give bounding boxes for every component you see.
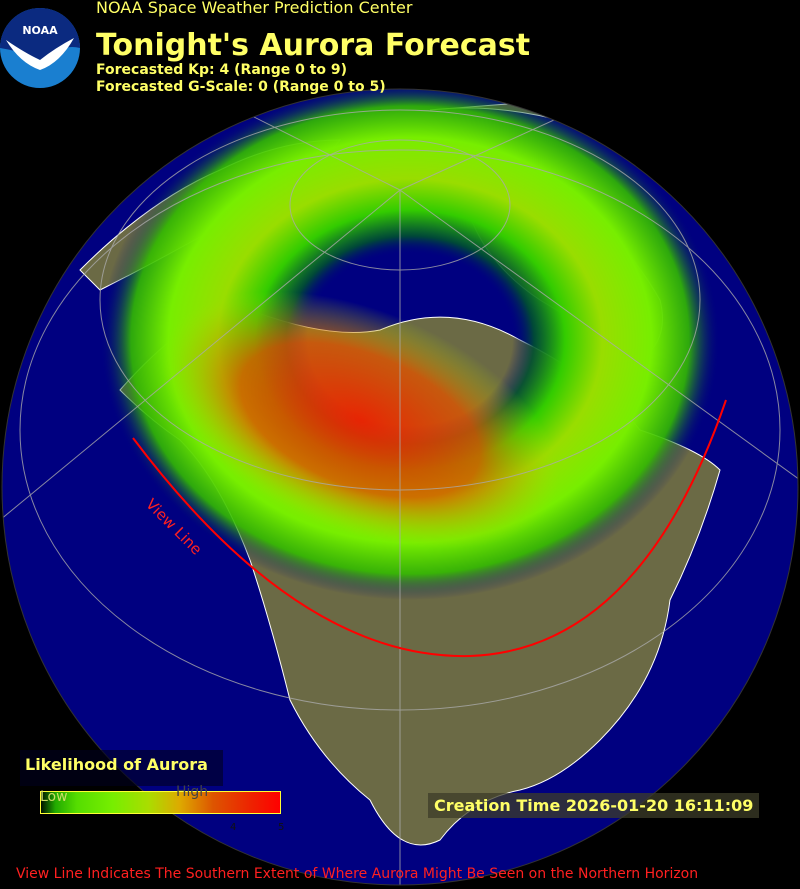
- graticule: [2, 89, 798, 885]
- noaa-logo: NOAA: [0, 8, 80, 88]
- aurora-high-zone: [160, 291, 560, 549]
- creation-time: Creation Time 2026-01-20 16:11:09: [428, 793, 760, 818]
- view-line-footnote: View Line Indicates The Southern Extent …: [16, 866, 699, 882]
- legend-tick: 4: [230, 822, 237, 833]
- organization-name: NOAA Space Weather Prediction Center: [96, 0, 413, 17]
- legend-title: Likelihood of Aurora: [25, 755, 208, 774]
- legend-panel: [20, 750, 223, 786]
- legend-low-label: Low: [40, 789, 68, 805]
- legend-high-label: High: [176, 784, 209, 800]
- kp-forecast: Forecasted Kp: 4 (Range 0 to 9): [96, 62, 348, 78]
- g-scale-forecast: Forecasted G-Scale: 0 (Range 0 to 5): [96, 79, 386, 95]
- view-line: [132, 399, 727, 658]
- legend-tick: 5: [278, 822, 285, 833]
- page-title: Tonight's Aurora Forecast: [96, 28, 531, 63]
- svg-text:NOAA: NOAA: [22, 24, 58, 37]
- legend-color-bar: [40, 791, 281, 814]
